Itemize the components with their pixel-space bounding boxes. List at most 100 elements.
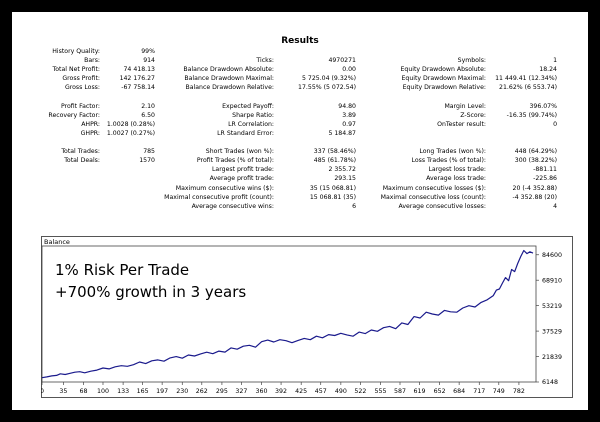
x-tick-label: 165 bbox=[137, 388, 149, 395]
stat-value: 785 bbox=[143, 148, 155, 156]
stat-value: 2.10 bbox=[141, 102, 155, 110]
stat-label: Largest loss trade: bbox=[428, 166, 486, 174]
x-tick-label: 35 bbox=[59, 388, 67, 395]
stat-value: 4 bbox=[553, 202, 557, 210]
stat-label: Total Net Profit: bbox=[52, 66, 100, 74]
stat-value: -225.86 bbox=[533, 175, 557, 183]
stat-label: Largest profit trade: bbox=[211, 166, 274, 174]
annotation-growth: +700% growth in 3 years bbox=[55, 283, 246, 301]
stat-label: History Quality: bbox=[52, 48, 100, 55]
stat-label: Balance Drawdown Absolute: bbox=[183, 66, 274, 74]
stat-value: 1 bbox=[553, 57, 557, 65]
stat-label: Recovery Factor: bbox=[48, 111, 100, 119]
stat-value: 18.24 bbox=[539, 66, 557, 74]
stat-label: Sharpe Ratio: bbox=[232, 111, 274, 119]
y-tick-label: 84600 bbox=[542, 252, 562, 259]
y-tick-label: 6148 bbox=[542, 379, 558, 386]
stat-label: LR Correlation: bbox=[228, 120, 274, 128]
stat-value: 300 (38.22%) bbox=[514, 157, 557, 165]
x-tick-label: 100 bbox=[97, 388, 109, 395]
stat-value: 99% bbox=[141, 48, 155, 55]
x-tick-label: 197 bbox=[156, 388, 168, 395]
stat-value: 337 (58.46%) bbox=[313, 148, 356, 156]
stat-value: 4970271 bbox=[328, 57, 356, 65]
stat-value: 15 068.81 (35) bbox=[309, 193, 356, 201]
stat-value: 1.0028 (0.28%) bbox=[106, 120, 155, 128]
balance-line bbox=[41, 249, 534, 379]
stat-label: Symbols: bbox=[457, 57, 486, 65]
stat-value: 74 418.13 bbox=[123, 66, 156, 74]
stat-value: 35 (15 068.81) bbox=[309, 184, 356, 192]
stat-label: Margin Level: bbox=[444, 102, 486, 110]
stat-value: 20 (-4 352.88) bbox=[512, 184, 557, 192]
x-tick-label: 555 bbox=[374, 388, 386, 395]
stat-value: 6 bbox=[352, 202, 356, 210]
stat-label: Total Deals: bbox=[64, 157, 100, 165]
stat-value: -16.35 (99.74%) bbox=[506, 111, 557, 119]
y-tick-label: 53219 bbox=[542, 303, 562, 310]
stat-value: 293.15 bbox=[334, 175, 356, 183]
stat-label: Average profit trade: bbox=[209, 175, 274, 183]
stat-value: 11 449.41 (12.34%) bbox=[495, 75, 557, 83]
stat-label: Short Trades (won %): bbox=[205, 148, 274, 156]
results-title: Results bbox=[281, 36, 319, 46]
x-tick-label: 133 bbox=[117, 388, 129, 395]
x-tick-label: 749 bbox=[493, 388, 505, 395]
stat-label: OnTester result: bbox=[437, 120, 486, 128]
stat-value: 0 bbox=[553, 120, 557, 128]
x-tick-label: 587 bbox=[394, 388, 406, 395]
stat-label: Total Trades: bbox=[61, 148, 100, 156]
x-tick-label: 490 bbox=[335, 388, 347, 395]
stat-value: 3.89 bbox=[342, 111, 356, 119]
stat-value: -4 352.88 (20) bbox=[512, 193, 557, 201]
stat-label: AHPR: bbox=[81, 120, 100, 128]
stat-value: 5 725.04 (9.32%) bbox=[301, 75, 356, 83]
stat-label: Balance Drawdown Relative: bbox=[185, 84, 274, 92]
stat-value: 485 (61.78%) bbox=[313, 157, 356, 165]
x-tick-label: 619 bbox=[413, 388, 425, 395]
stat-value: 1.0027 (0.27%) bbox=[106, 129, 155, 137]
stat-label: Profit Trades (% of total): bbox=[196, 157, 274, 165]
x-tick-label: 684 bbox=[453, 388, 465, 395]
stat-label: Gross Profit: bbox=[62, 75, 100, 83]
x-tick-label: 522 bbox=[354, 388, 366, 395]
stat-label: Average loss trade: bbox=[426, 175, 486, 183]
stat-value: 0.97 bbox=[342, 120, 356, 128]
x-tick-label: 360 bbox=[256, 388, 268, 395]
y-tick-label: 21839 bbox=[542, 354, 562, 361]
stat-label: Loss Trades (% of total): bbox=[411, 157, 486, 165]
x-tick-label: 425 bbox=[295, 388, 307, 395]
x-tick-label: 230 bbox=[176, 388, 188, 395]
stat-label: Z-Score: bbox=[460, 111, 486, 119]
stat-label: Gross Loss: bbox=[64, 84, 100, 92]
stat-value: 17.55% (5 072.54) bbox=[298, 84, 356, 92]
stat-value: -881.11 bbox=[533, 166, 557, 174]
report-page: Results History Quality: 99% Bars: 914 Ticks… bbox=[12, 12, 588, 410]
stat-label: Balance Drawdown Maximal: bbox=[184, 75, 274, 83]
balance-chart-svg: Balance 84600 68910 53219 37529 21839 6148 0 35 6… bbox=[40, 236, 573, 398]
stat-value: 0.00 bbox=[342, 66, 356, 74]
annotation-risk: 1% Risk Per Trade bbox=[55, 261, 189, 279]
x-tick-label: 68 bbox=[79, 388, 87, 395]
stat-label: Equity Drawdown Relative: bbox=[402, 84, 486, 92]
x-tick-label: 0 bbox=[41, 388, 44, 395]
x-tick-label: 392 bbox=[275, 388, 287, 395]
x-tick-label: 327 bbox=[235, 388, 247, 395]
stat-label: Expected Payoff: bbox=[222, 102, 274, 110]
stat-label: Long Trades (won %): bbox=[419, 148, 486, 156]
x-tick-label: 457 bbox=[315, 388, 327, 395]
plot-area bbox=[41, 245, 537, 383]
stat-value: 142 176.27 bbox=[119, 75, 155, 83]
stat-label: GHPR: bbox=[80, 129, 100, 137]
stat-value: 914 bbox=[143, 57, 155, 65]
balance-chart: Balance 84600 68910 53219 37529 21839 6148 0 35 6… bbox=[40, 236, 573, 398]
stat-value: 1570 bbox=[139, 157, 155, 165]
stat-label: Equity Drawdown Maximal: bbox=[401, 75, 487, 83]
x-tick-label: 295 bbox=[216, 388, 228, 395]
stat-label: Ticks: bbox=[256, 57, 274, 65]
stat-label: Maximum consecutive losses ($): bbox=[382, 184, 486, 192]
y-tick-label: 68910 bbox=[542, 277, 562, 284]
stat-value: -67 758.14 bbox=[121, 84, 155, 92]
stat-label: Bars: bbox=[84, 57, 100, 65]
stat-value: 448 (64.29%) bbox=[514, 148, 557, 156]
